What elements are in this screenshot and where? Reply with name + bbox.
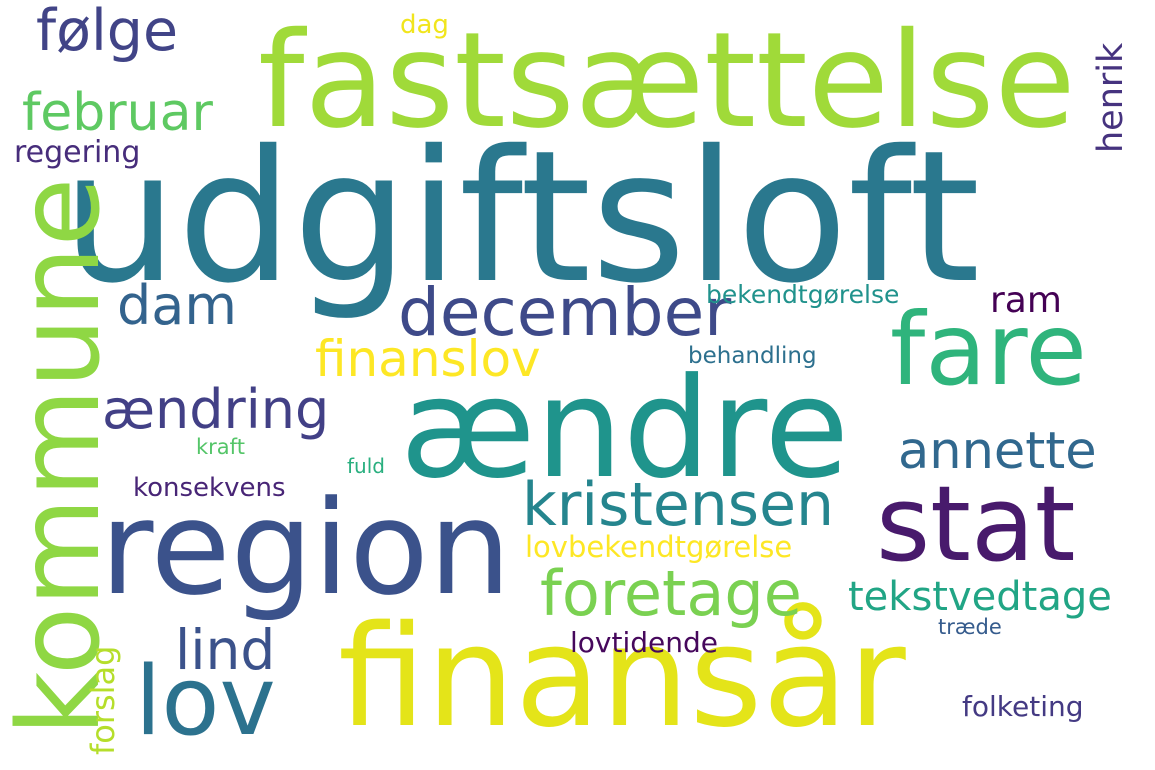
word-finansaar: finansår (338, 596, 906, 759)
word-folketing: folketing (962, 690, 1084, 723)
word-foretage: foretage (540, 557, 802, 630)
word-henrik: henrik (1091, 42, 1131, 153)
word-region: region (100, 472, 512, 624)
word-lind: lind (175, 618, 276, 682)
word-dam: dam (117, 274, 237, 337)
word-forslag: forslag (84, 645, 122, 755)
word-tekstvedtage: tekstvedtage (848, 574, 1112, 620)
word-lov: lov (135, 647, 276, 757)
word-aendring: ændring (102, 378, 330, 441)
word-aendre: ændre (400, 348, 850, 509)
word-finanslov: finanslov (315, 330, 541, 388)
word-fastsaettelse: fastsættelse (258, 4, 1076, 158)
word-fare: fare (890, 291, 1087, 408)
word-traede: træde (938, 615, 1002, 639)
word-konsekvens: konsekvens (133, 473, 286, 503)
word-februar: februar (22, 83, 213, 143)
word-fuld: fuld (347, 454, 385, 478)
word-stat: stat (876, 463, 1076, 585)
word-regering: regering (14, 135, 141, 170)
word-lovbekendtgoerelse: lovbekendtgørelse (525, 530, 793, 564)
word-lovtidende: lovtidende (570, 626, 718, 659)
word-foelge: følge (36, 0, 179, 64)
word-ram: ram (990, 280, 1062, 321)
word-bekendtgoerelse: bekendtgørelse (706, 280, 900, 309)
word-annette: annette (898, 422, 1097, 481)
word-december: december (398, 274, 732, 351)
word-kristensen: kristensen (522, 470, 835, 540)
word-dag: dag (400, 10, 449, 40)
word-behandling: behandling (688, 343, 817, 369)
word-kraft: kraft (196, 435, 245, 459)
word-udgiftsloft: udgiftsloft (62, 111, 981, 323)
